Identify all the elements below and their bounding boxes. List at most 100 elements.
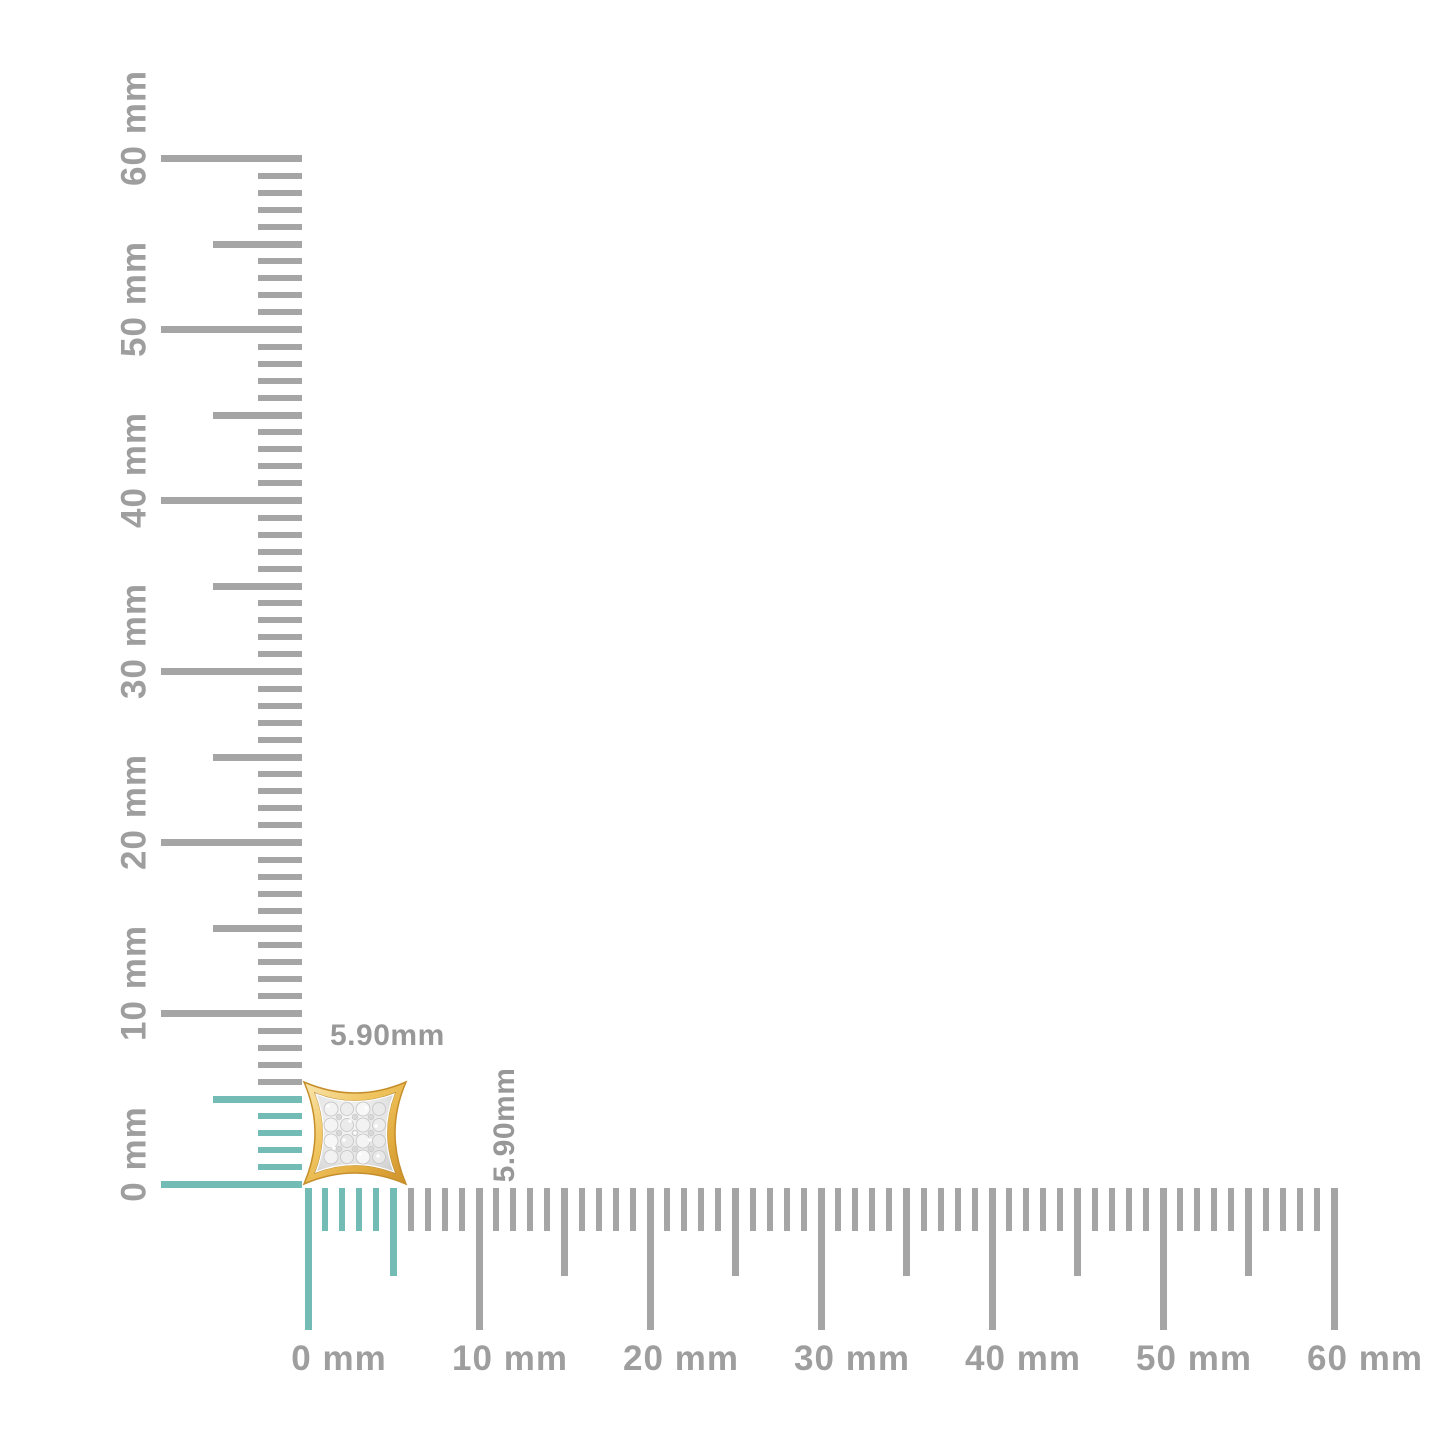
vertical-ruler-tick-29mm [258, 685, 302, 692]
diamond-stone [323, 1133, 339, 1149]
horizontal-ruler-tick-5mm [390, 1188, 397, 1276]
diamond-stone [340, 1150, 354, 1164]
vertical-ruler-tick-49mm [258, 343, 302, 350]
horizontal-ruler-tick-52mm [1194, 1188, 1201, 1231]
horizontal-ruler-tick-43mm [1040, 1188, 1047, 1231]
horizontal-ruler-tick-21mm [664, 1188, 671, 1231]
diamond-filler [335, 1145, 343, 1153]
diamond-sparkle [332, 1146, 336, 1150]
horizontal-ruler-tick-8mm [441, 1188, 448, 1231]
vertical-ruler-tick-59mm [258, 172, 302, 179]
horizontal-ruler-label-40mm: 40 mm [965, 1339, 1081, 1378]
horizontal-ruler-tick-53mm [1211, 1188, 1218, 1231]
vertical-ruler-tick-40mm [161, 497, 302, 504]
horizontal-ruler-tick-28mm [783, 1188, 790, 1231]
horizontal-ruler-tick-42mm [1023, 1188, 1030, 1231]
vertical-ruler-tick-25mm [213, 753, 302, 761]
horizontal-ruler-tick-1mm [322, 1188, 329, 1231]
vertical-ruler-tick-16mm [258, 907, 302, 914]
vertical-ruler-tick-13mm [258, 959, 302, 966]
horizontal-ruler-tick-18mm [612, 1188, 619, 1231]
vertical-ruler-tick-43mm [258, 446, 302, 453]
horizontal-ruler-tick-23mm [698, 1188, 705, 1231]
vertical-ruler-tick-31mm [258, 651, 302, 658]
vertical-ruler-tick-27mm [258, 719, 302, 726]
horizontal-ruler-tick-2mm [339, 1188, 346, 1231]
vertical-ruler-tick-17mm [258, 890, 302, 897]
diamond-filler [335, 1129, 343, 1137]
vertical-ruler-label-20mm: 20 mm [114, 753, 154, 870]
vertical-ruler-tick-50mm [161, 326, 302, 333]
vertical-ruler-tick-3mm [258, 1130, 302, 1137]
diamond-sparkle [358, 1152, 362, 1156]
horizontal-ruler-tick-11mm [493, 1188, 500, 1231]
vertical-ruler-tick-47mm [258, 377, 302, 384]
horizontal-ruler-tick-49mm [1142, 1188, 1149, 1231]
horizontal-ruler-tick-57mm [1279, 1188, 1286, 1231]
horizontal-ruler-tick-17mm [595, 1188, 602, 1231]
vertical-ruler-tick-51mm [258, 309, 302, 316]
diamond-stone [372, 1102, 386, 1116]
diamond-stone [323, 1149, 339, 1165]
horizontal-ruler-tick-14mm [544, 1188, 551, 1231]
vertical-ruler-tick-24mm [258, 771, 302, 778]
horizontal-ruler-tick-39mm [971, 1188, 978, 1231]
horizontal-ruler-tick-7mm [424, 1188, 431, 1231]
vertical-ruler-tick-6mm [258, 1078, 302, 1085]
horizontal-ruler-tick-3mm [356, 1188, 363, 1231]
horizontal-ruler-tick-59mm [1313, 1188, 1320, 1231]
vertical-ruler-tick-10mm [161, 1010, 302, 1017]
vertical-ruler-label-40mm: 40 mm [114, 411, 154, 528]
horizontal-ruler-tick-54mm [1228, 1188, 1235, 1231]
vertical-ruler-tick-0mm [161, 1181, 302, 1188]
vertical-ruler-tick-9mm [258, 1027, 302, 1034]
vertical-ruler-tick-57mm [258, 206, 302, 213]
horizontal-ruler-label-30mm: 30 mm [794, 1339, 910, 1378]
diamond-filler [335, 1113, 343, 1121]
vertical-ruler-tick-1mm [258, 1164, 302, 1171]
diamond-filler [351, 1113, 359, 1121]
horizontal-ruler-tick-44mm [1057, 1188, 1064, 1231]
vertical-ruler-tick-23mm [258, 788, 302, 795]
width-dimension-label: 5.90mm [330, 1019, 445, 1052]
horizontal-ruler-label-0mm: 0 mm [291, 1339, 387, 1378]
diamond-filler [367, 1113, 375, 1121]
vertical-ruler-tick-39mm [258, 514, 302, 521]
horizontal-ruler-tick-16mm [578, 1188, 585, 1231]
horizontal-ruler-tick-47mm [1108, 1188, 1115, 1231]
vertical-ruler-tick-4mm [258, 1113, 302, 1120]
vertical-ruler-tick-41mm [258, 480, 302, 487]
earring-product-image [302, 1080, 408, 1186]
vertical-ruler-tick-7mm [258, 1061, 302, 1068]
vertical-ruler-tick-14mm [258, 942, 302, 949]
diamond-sparkle [374, 1124, 378, 1128]
horizontal-ruler-tick-58mm [1296, 1188, 1303, 1231]
vertical-ruler-tick-53mm [258, 275, 302, 282]
horizontal-ruler-tick-45mm [1074, 1188, 1081, 1276]
vertical-ruler-tick-56mm [258, 223, 302, 230]
diamond-stone [355, 1101, 371, 1117]
vertical-ruler-tick-5mm [213, 1095, 302, 1103]
horizontal-ruler-tick-12mm [510, 1188, 517, 1231]
horizontal-ruler-tick-25mm [732, 1188, 739, 1276]
vertical-ruler-tick-48mm [258, 360, 302, 367]
vertical-ruler-tick-42mm [258, 463, 302, 470]
horizontal-ruler-tick-60mm [1330, 1188, 1338, 1330]
horizontal-ruler-tick-0mm [304, 1188, 312, 1330]
vertical-ruler-tick-60mm [161, 155, 302, 162]
diamond-stone [372, 1118, 386, 1132]
horizontal-ruler-tick-40mm [988, 1188, 996, 1330]
vertical-ruler-tick-21mm [258, 822, 302, 829]
vertical-ruler-label-60mm: 60 mm [114, 69, 154, 186]
vertical-ruler-tick-58mm [258, 189, 302, 196]
horizontal-ruler-tick-6mm [407, 1188, 414, 1231]
horizontal-ruler-tick-41mm [1006, 1188, 1013, 1231]
horizontal-ruler-label-20mm: 20 mm [623, 1339, 739, 1378]
horizontal-ruler-label-50mm: 50 mm [1136, 1339, 1252, 1378]
horizontal-ruler-tick-27mm [766, 1188, 773, 1231]
horizontal-ruler-tick-9mm [458, 1188, 465, 1231]
vertical-ruler-tick-22mm [258, 805, 302, 812]
vertical-ruler-label-0mm: 0 mm [114, 1105, 154, 1202]
horizontal-ruler-tick-31mm [835, 1188, 842, 1231]
